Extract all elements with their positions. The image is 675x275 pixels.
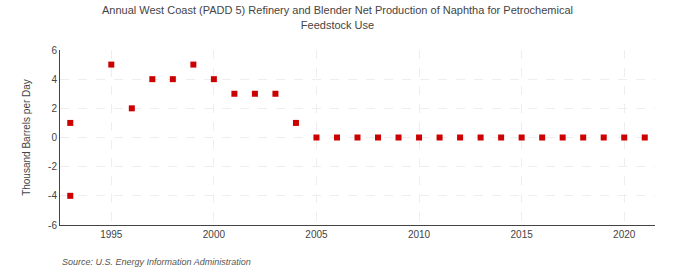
svg-text:-2: -2 <box>48 161 57 172</box>
svg-text:-4: -4 <box>48 190 57 201</box>
svg-text:Thousand Barrels per Day: Thousand Barrels per Day <box>21 79 32 196</box>
svg-text:Annual West Coast (PADD 5) Ref: Annual West Coast (PADD 5) Refinery and … <box>102 4 573 30</box>
svg-text:6: 6 <box>51 45 57 56</box>
svg-text:2010: 2010 <box>408 229 431 240</box>
svg-text:0: 0 <box>51 132 57 143</box>
svg-text:2: 2 <box>51 103 57 114</box>
svg-text:Source: U.S. Energy Informatio: Source: U.S. Energy Information Administ… <box>62 257 251 267</box>
svg-text:1995: 1995 <box>100 229 123 240</box>
svg-text:2000: 2000 <box>203 229 226 240</box>
svg-text:-6: -6 <box>48 220 57 231</box>
svg-text:2005: 2005 <box>305 229 328 240</box>
svg-text:4: 4 <box>51 74 57 85</box>
svg-text:2015: 2015 <box>511 229 534 240</box>
svg-text:2020: 2020 <box>613 229 636 240</box>
